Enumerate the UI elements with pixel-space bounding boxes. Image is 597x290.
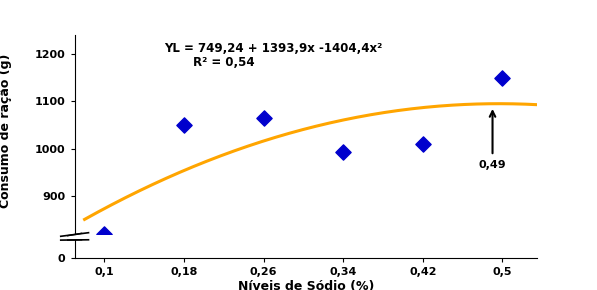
Point bbox=[418, 142, 427, 146]
Text: R² = 0,54: R² = 0,54 bbox=[193, 56, 255, 69]
X-axis label: Níveis de Sódio (%): Níveis de Sódio (%) bbox=[238, 280, 374, 290]
Point bbox=[100, 8, 109, 12]
Point bbox=[100, 232, 109, 237]
Point bbox=[179, 123, 189, 128]
Text: 0,49: 0,49 bbox=[479, 160, 506, 170]
Point bbox=[259, 116, 269, 120]
Point bbox=[498, 75, 507, 80]
Text: Consumo de ração (g): Consumo de ração (g) bbox=[0, 53, 13, 208]
Text: YL = 749,24 + 1393,9x -1404,4x²: YL = 749,24 + 1393,9x -1404,4x² bbox=[165, 42, 383, 55]
Point bbox=[338, 150, 348, 155]
